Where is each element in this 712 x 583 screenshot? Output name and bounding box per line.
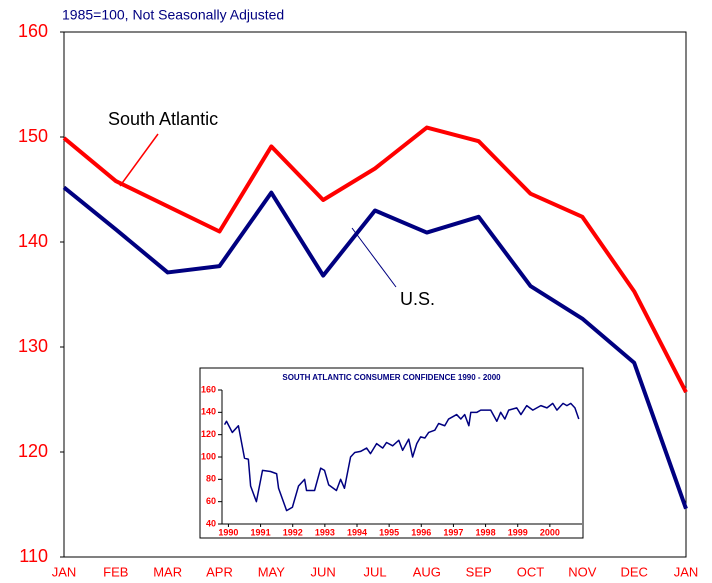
x-tick-label: JUL [363,564,386,579]
x-tick-label: OCT [517,564,545,579]
y-tick-label: 150 [18,126,48,146]
x-tick-label: 2000 [540,527,560,537]
x-tick-label: NOV [568,564,597,579]
subtitle: 1985=100, Not Seasonally Adjusted [62,7,284,23]
x-tick-label: JUN [311,564,336,579]
x-tick-label: FEB [103,564,128,579]
y-tick-label: 40 [206,518,216,528]
inset-title: SOUTH ATLANTIC CONSUMER CONFIDENCE 1990 … [282,373,501,382]
y-tick-label: 160 [201,384,216,394]
x-tick-label: MAR [153,564,182,579]
y-tick-label: 160 [18,21,48,41]
x-tick-label: 1996 [411,527,431,537]
y-tick-label: 140 [201,407,216,417]
series-label: U.S. [400,289,435,309]
x-tick-label: MAY [258,564,286,579]
x-tick-label: 1997 [443,527,463,537]
x-tick-label: DEC [620,564,647,579]
x-tick-label: 1990 [218,527,238,537]
series-label: South Atlantic [108,109,218,129]
x-tick-label: 1994 [347,527,367,537]
y-tick-label: 120 [201,429,216,439]
x-tick-label: APR [206,564,233,579]
y-tick-label: 80 [206,474,216,484]
y-tick-label: 100 [201,451,216,461]
x-tick-label: 1999 [508,527,528,537]
x-tick-label: 1992 [283,527,303,537]
y-tick-label: 60 [206,496,216,506]
y-tick-label: 120 [18,441,48,461]
x-tick-label: 1993 [315,527,335,537]
leader-line [351,227,397,288]
x-tick-label: SEP [466,564,492,579]
x-tick-label: AUG [413,564,441,579]
x-tick-label: JAN [674,564,699,579]
series-line [223,402,580,512]
x-tick-label: JAN [52,564,77,579]
leader-line [119,133,159,187]
x-tick-label: 1998 [476,527,496,537]
inset-frame [199,367,584,539]
series-line [62,185,688,510]
series-line [62,125,688,394]
x-tick-label: 1995 [379,527,399,537]
x-tick-label: 1991 [251,527,271,537]
y-tick-label: 140 [18,231,48,251]
y-tick-label: 110 [19,546,48,566]
y-tick-label: 130 [18,336,48,356]
plot-frame [63,31,687,558]
